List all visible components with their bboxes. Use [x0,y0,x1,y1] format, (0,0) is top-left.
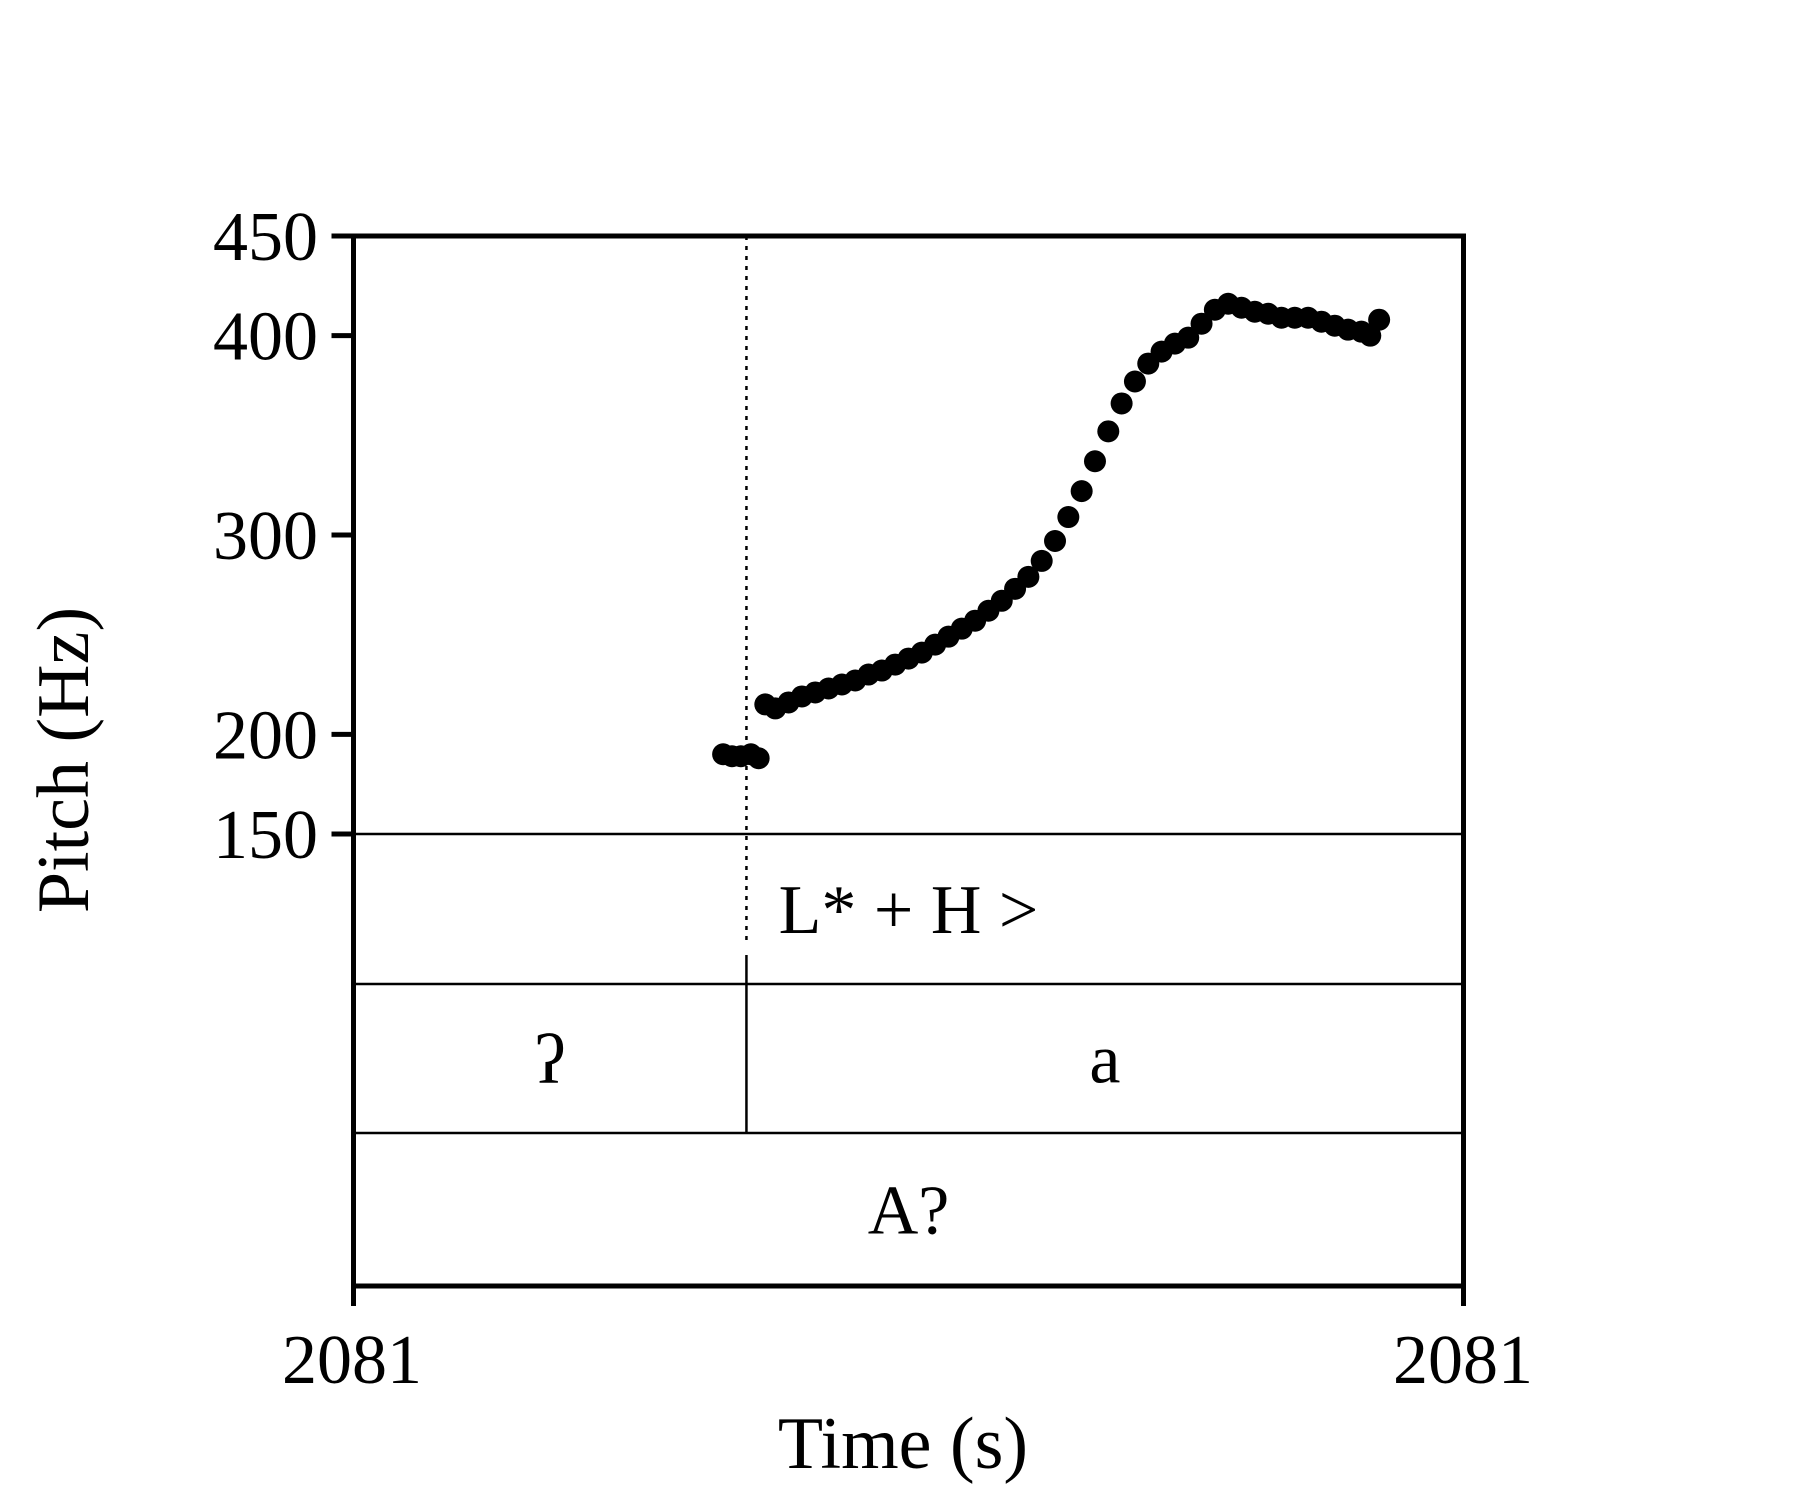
y-tick-label-300: 300 [213,498,318,575]
pitch-point-0-4 [747,747,770,770]
pitch-point-1-47 [1368,308,1391,331]
y-tick-label-150: 150 [213,797,318,874]
tier-1-label-0: ʔ [534,1022,565,1099]
pitch-point-1-26 [1097,420,1120,443]
y-tick-label-450: 450 [213,199,318,276]
pitch-point-1-32 [1177,326,1200,349]
pitch-point-1-23 [1057,506,1080,529]
pitch-point-1-27 [1110,392,1133,415]
pitch-point-1-25 [1083,450,1106,473]
pitch-point-1-20 [1017,565,1040,588]
y-axis-ticks: 150 200 300 400 450 [213,199,354,874]
tier-2-label-0: A? [868,1173,950,1250]
plot-border [351,233,1466,1289]
pitch-point-1-24 [1070,480,1093,503]
y-tick-label-200: 200 [213,697,318,774]
tier-labels: L* + H > ʔ a A? [534,872,1120,1250]
pitch-point-1-28 [1123,370,1146,393]
y-axis-label: Pitch (Hz) [23,607,105,913]
tier-0-label-0: L* + H > [779,872,1039,949]
pitch-point-1-33 [1190,312,1213,335]
x-axis-label: Time (s) [778,1403,1028,1485]
pitch-points [712,292,1391,770]
y-tick-label-400: 400 [213,299,318,376]
pitch-point-1-22 [1044,529,1067,552]
x-tick-label-start: 2081 [282,1322,422,1399]
plot-frame [351,233,1466,1306]
pitch-point-1-21 [1030,549,1053,572]
tier-1-label-1: a [1089,1022,1120,1099]
x-tick-label-end: 2081 [1393,1322,1533,1399]
